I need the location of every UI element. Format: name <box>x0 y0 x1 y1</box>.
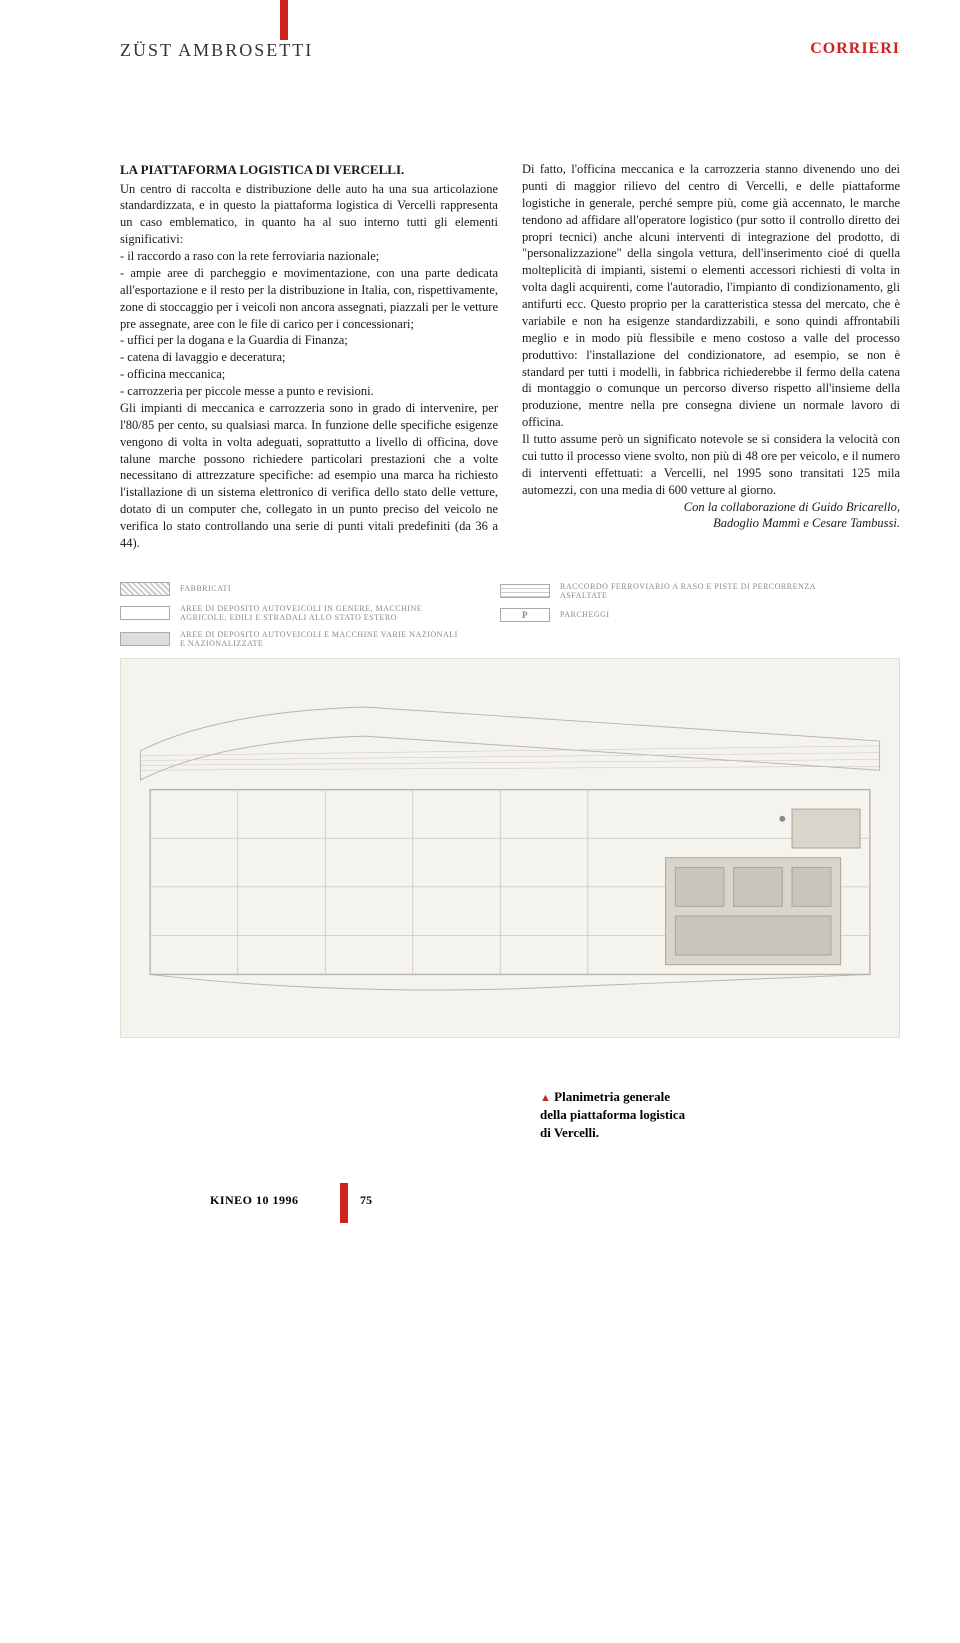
credit-line-2: Badoglio Mammì e Cesare Tambussi. <box>522 515 900 532</box>
legend-label: PARCHEGGI <box>560 610 610 619</box>
legend-swatch <box>120 582 170 596</box>
accent-bar-top <box>280 0 288 40</box>
plan-svg <box>121 659 899 1037</box>
header: ZÜST AMBROSETTI CORRIERI <box>60 40 900 61</box>
page-number: 75 <box>360 1193 372 1208</box>
page: ZÜST AMBROSETTI CORRIERI LA PIATTAFORMA … <box>0 0 960 1253</box>
legend-item: AREE DI DEPOSITO AUTOVEICOLI IN GENERE, … <box>120 604 460 622</box>
caption-line-2: della piattaforma logistica <box>540 1107 685 1122</box>
accent-bar-bottom <box>340 1183 348 1223</box>
legend-swatch <box>500 584 550 598</box>
column-left: LA PIATTAFORMA LOGISTICA DI VERCELLI. Un… <box>120 161 498 552</box>
header-company: ZÜST AMBROSETTI <box>120 40 313 61</box>
caption-line-1: Planimetria generale <box>554 1089 670 1104</box>
legend-label: FABBRICATI <box>180 584 231 593</box>
legend-item: AREE DI DEPOSITO AUTOVEICOLI E MACCHINE … <box>120 630 460 648</box>
header-section: CORRIERI <box>810 40 900 58</box>
legend-item: P PARCHEGGI <box>500 608 840 622</box>
legend-swatch-parking: P <box>500 608 550 622</box>
caption-marker-icon: ▲ <box>540 1092 551 1104</box>
legend: FABBRICATI AREE DI DEPOSITO AUTOVEICOLI … <box>120 582 900 648</box>
footer-publication: KINEO 10 1996 <box>210 1193 299 1208</box>
legend-swatch <box>120 632 170 646</box>
body-text-left: Un centro di raccolta e distribuzione de… <box>120 182 498 550</box>
body-text-right: Di fatto, l'officina meccanica e la carr… <box>522 162 900 497</box>
legend-label: RACCORDO FERROVIARIO A RASO E PISTE DI P… <box>560 582 840 600</box>
section-title: LA PIATTAFORMA LOGISTICA DI VERCELLI. <box>120 161 498 179</box>
footer: KINEO 10 1996 75 <box>60 1183 900 1223</box>
legend-label: AREE DI DEPOSITO AUTOVEICOLI IN GENERE, … <box>180 604 460 622</box>
figure-caption: ▲ Planimetria generale della piattaforma… <box>540 1088 900 1143</box>
legend-label: AREE DI DEPOSITO AUTOVEICOLI E MACCHINE … <box>180 630 460 648</box>
column-right: Di fatto, l'officina meccanica e la carr… <box>522 161 900 552</box>
legend-swatch <box>120 606 170 620</box>
legend-item: RACCORDO FERROVIARIO A RASO E PISTE DI P… <box>500 582 840 600</box>
legend-item: FABBRICATI <box>120 582 460 596</box>
legend-col-right: RACCORDO FERROVIARIO A RASO E PISTE DI P… <box>500 582 840 648</box>
content-columns: LA PIATTAFORMA LOGISTICA DI VERCELLI. Un… <box>60 161 900 552</box>
credit-line-1: Con la collaborazione di Guido Bricarell… <box>522 499 900 516</box>
caption-line-3: di Vercelli. <box>540 1125 599 1140</box>
site-plan <box>120 658 900 1038</box>
figure-section: FABBRICATI AREE DI DEPOSITO AUTOVEICOLI … <box>60 582 900 1143</box>
legend-col-left: FABBRICATI AREE DI DEPOSITO AUTOVEICOLI … <box>120 582 460 648</box>
